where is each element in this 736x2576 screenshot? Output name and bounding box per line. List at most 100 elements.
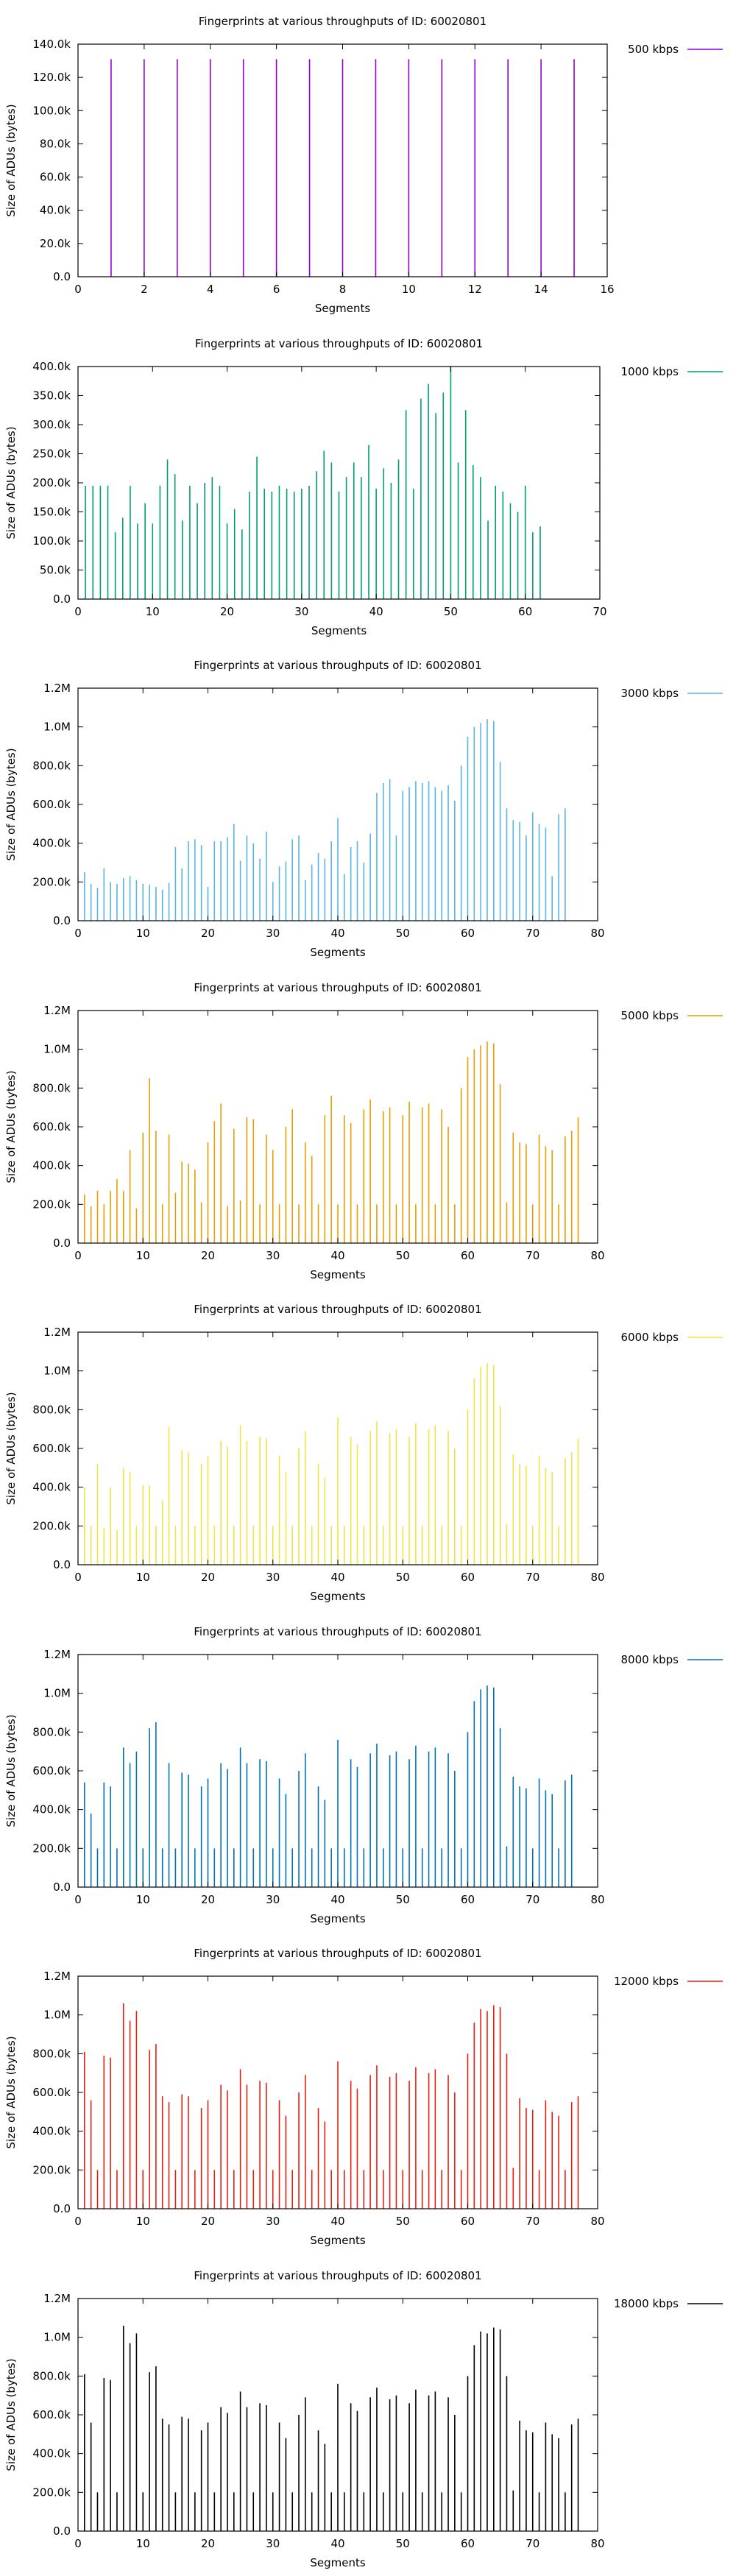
y-axis-label: Size of ADUs (bytes)	[4, 1714, 18, 1827]
y-tick-label: 200.0k	[32, 2485, 71, 2499]
y-tick-label: 1.0M	[43, 1686, 71, 1699]
x-tick-label: 20	[220, 605, 234, 618]
y-tick-label: 300.0k	[32, 418, 71, 431]
y-tick-label: 0.0	[53, 1558, 71, 1571]
x-tick-label: 0	[74, 1249, 82, 1262]
x-tick-label: 30	[266, 1571, 280, 1584]
y-tick-label: 600.0k	[32, 1764, 71, 1777]
y-tick-label: 0.0	[53, 2202, 71, 2215]
legend-label: 6000 kbps	[621, 1331, 679, 1344]
chart-5: Fingerprints at various throughputs of I…	[4, 1625, 723, 1925]
y-tick-label: 600.0k	[32, 1120, 71, 1133]
x-tick-label: 70	[526, 927, 539, 940]
y-tick-label: 1.2M	[43, 1648, 71, 1661]
y-tick-label: 60.0k	[40, 171, 71, 184]
y-tick-label: 400.0k	[32, 360, 71, 373]
bar-series	[110, 59, 575, 277]
y-tick-label: 800.0k	[32, 2047, 71, 2060]
y-axis-label: Size of ADUs (bytes)	[4, 2036, 18, 2148]
x-tick-label: 60	[461, 1893, 475, 1906]
y-tick-label: 0.0	[53, 270, 71, 283]
y-tick-label: 800.0k	[32, 1403, 71, 1416]
y-tick-label: 600.0k	[32, 798, 71, 811]
bar-series	[84, 719, 566, 921]
y-tick-label: 50.0k	[40, 563, 71, 576]
y-axis-label: Size of ADUs (bytes)	[4, 1070, 18, 1183]
bar-series	[84, 2325, 579, 2531]
x-tick-label: 40	[369, 605, 383, 618]
x-tick-label: 20	[201, 1893, 215, 1906]
x-tick-label: 40	[330, 927, 344, 940]
chart-6: Fingerprints at various throughputs of I…	[4, 1947, 723, 2247]
y-tick-label: 140.0k	[32, 38, 71, 51]
y-tick-label: 1.2M	[43, 2292, 71, 2305]
y-tick-label: 0.0	[53, 1880, 71, 1894]
y-tick-label: 200.0k	[32, 875, 71, 888]
x-tick-label: 12	[468, 283, 482, 296]
x-tick-label: 10	[402, 283, 416, 296]
x-tick-label: 50	[444, 605, 458, 618]
x-tick-label: 80	[590, 1249, 604, 1262]
x-tick-label: 0	[74, 2537, 82, 2550]
x-tick-label: 50	[396, 927, 410, 940]
chart-4: Fingerprints at various throughputs of I…	[4, 1303, 723, 1603]
chart-0: Fingerprints at various throughputs of I…	[4, 15, 723, 315]
x-tick-label: 60	[461, 2215, 475, 2228]
y-tick-label: 200.0k	[32, 1519, 71, 1532]
y-axis-label: Size of ADUs (bytes)	[4, 748, 18, 860]
x-tick-label: 0	[74, 1893, 82, 1906]
x-tick-label: 4	[207, 283, 214, 296]
y-tick-label: 0.0	[53, 1236, 71, 1250]
x-tick-label: 10	[136, 2215, 150, 2228]
legend-label: 3000 kbps	[621, 687, 679, 700]
legend-label: 5000 kbps	[621, 1009, 679, 1022]
x-tick-label: 70	[526, 1249, 539, 1262]
chart-1: Fingerprints at various throughputs of I…	[4, 337, 723, 637]
y-tick-label: 800.0k	[32, 2369, 71, 2382]
y-axis-label: Size of ADUs (bytes)	[4, 1392, 18, 1504]
x-tick-label: 40	[330, 1571, 344, 1584]
chart-title: Fingerprints at various throughputs of I…	[195, 337, 483, 350]
x-tick-label: 70	[592, 605, 606, 618]
x-tick-label: 14	[534, 283, 548, 296]
x-tick-label: 6	[273, 283, 280, 296]
y-tick-label: 600.0k	[32, 1442, 71, 1455]
y-tick-label: 1.0M	[43, 1365, 71, 1378]
x-tick-label: 10	[136, 927, 150, 940]
y-tick-label: 0.0	[53, 914, 71, 927]
x-tick-label: 30	[266, 927, 280, 940]
x-axis-label: Segments	[310, 946, 366, 959]
x-tick-label: 70	[526, 2537, 539, 2550]
y-tick-label: 150.0k	[32, 505, 71, 518]
legend-label: 8000 kbps	[621, 1653, 679, 1666]
y-tick-label: 250.0k	[32, 447, 71, 460]
x-tick-label: 20	[201, 2215, 215, 2228]
x-axis-label: Segments	[310, 1268, 366, 1281]
x-tick-label: 60	[461, 1249, 475, 1262]
x-tick-label: 60	[461, 2537, 475, 2550]
y-tick-label: 1.0M	[43, 1042, 71, 1055]
y-axis-label: Size of ADUs (bytes)	[4, 426, 18, 539]
y-tick-label: 200.0k	[32, 476, 71, 489]
chart-title: Fingerprints at various throughputs of I…	[194, 2269, 481, 2282]
x-tick-label: 40	[330, 1249, 344, 1262]
x-tick-label: 10	[136, 1893, 150, 1906]
x-tick-label: 70	[526, 1571, 539, 1584]
y-tick-label: 1.0M	[43, 2009, 71, 2022]
x-tick-label: 30	[266, 2215, 280, 2228]
chart-7: Fingerprints at various throughputs of I…	[4, 2269, 723, 2569]
x-tick-label: 20	[201, 1249, 215, 1262]
chart-title: Fingerprints at various throughputs of I…	[194, 659, 481, 672]
chart-title: Fingerprints at various throughputs of I…	[194, 1625, 481, 1638]
x-tick-label: 50	[396, 1893, 410, 1906]
x-tick-label: 20	[201, 927, 215, 940]
legend-label: 500 kbps	[628, 43, 679, 56]
chart-title: Fingerprints at various throughputs of I…	[199, 15, 486, 28]
x-tick-label: 16	[600, 283, 614, 296]
x-tick-label: 80	[590, 927, 604, 940]
chart-3: Fingerprints at various throughputs of I…	[4, 981, 723, 1281]
y-tick-label: 400.0k	[32, 1481, 71, 1494]
x-tick-label: 8	[339, 283, 347, 296]
bar-series	[85, 366, 541, 599]
